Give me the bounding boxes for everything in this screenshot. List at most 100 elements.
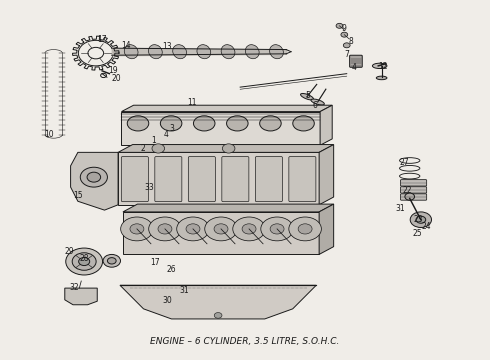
Circle shape [121,217,153,241]
Circle shape [270,224,284,234]
Text: 25: 25 [412,229,422,238]
FancyBboxPatch shape [122,157,148,202]
Polygon shape [71,152,118,210]
Text: 31: 31 [180,286,189,295]
Ellipse shape [270,45,283,59]
Circle shape [405,193,415,200]
Circle shape [72,253,96,270]
Text: 5: 5 [306,91,311,100]
Polygon shape [123,212,319,255]
Polygon shape [122,112,320,145]
Ellipse shape [172,45,187,59]
Circle shape [80,167,107,187]
Text: 2: 2 [141,144,146,153]
Circle shape [343,43,350,48]
Ellipse shape [300,94,314,100]
Circle shape [205,217,237,241]
Text: 22: 22 [403,186,412,195]
FancyBboxPatch shape [400,180,427,186]
FancyBboxPatch shape [222,157,249,202]
Circle shape [78,257,90,266]
Text: 14: 14 [122,41,131,50]
Ellipse shape [160,116,182,131]
Polygon shape [122,105,332,112]
FancyBboxPatch shape [350,55,362,67]
Circle shape [152,144,165,153]
Text: 26: 26 [167,265,176,274]
Polygon shape [118,145,334,152]
FancyBboxPatch shape [400,187,427,193]
Circle shape [107,258,116,264]
Polygon shape [65,288,97,305]
Text: 6: 6 [313,101,318,110]
Text: 32: 32 [70,283,79,292]
Ellipse shape [124,45,138,59]
Text: 15: 15 [73,192,83,201]
Ellipse shape [226,116,248,131]
Circle shape [130,224,144,234]
FancyBboxPatch shape [188,157,216,202]
Text: 12: 12 [378,62,388,71]
Polygon shape [123,204,334,212]
Text: 20: 20 [111,75,121,84]
Text: 4: 4 [164,130,169,139]
Ellipse shape [221,45,235,59]
Text: 1: 1 [151,136,156,145]
Text: 13: 13 [163,41,172,50]
Circle shape [148,217,181,241]
Ellipse shape [194,116,215,131]
Polygon shape [320,105,332,145]
Ellipse shape [148,45,162,59]
Circle shape [233,217,265,241]
Circle shape [103,255,121,267]
Text: 28: 28 [79,254,89,263]
Text: 23: 23 [414,215,423,224]
Ellipse shape [245,45,259,59]
Text: 7: 7 [344,50,349,59]
Circle shape [416,216,426,223]
Text: 24: 24 [422,221,432,230]
Text: 11: 11 [187,98,196,107]
Circle shape [186,224,200,234]
Circle shape [222,144,235,153]
Polygon shape [118,152,319,205]
Text: 33: 33 [145,183,154,192]
Polygon shape [319,145,334,205]
Text: 10: 10 [44,130,53,139]
Text: 27: 27 [399,158,409,167]
Polygon shape [120,285,316,319]
Text: 17: 17 [98,36,107,45]
Circle shape [66,248,102,275]
Circle shape [177,217,209,241]
FancyBboxPatch shape [155,157,182,202]
Text: 31: 31 [395,204,405,213]
Circle shape [242,224,256,234]
Circle shape [410,212,432,228]
Circle shape [261,217,294,241]
Ellipse shape [293,116,314,131]
Text: 8: 8 [348,37,353,46]
Circle shape [341,32,348,37]
Circle shape [87,172,100,182]
Circle shape [214,224,228,234]
Circle shape [214,312,222,318]
Text: 3: 3 [169,124,174,133]
Text: 29: 29 [65,247,74,256]
Text: ENGINE – 6 CYLINDER, 3.5 LITRE, S.O.H.C.: ENGINE – 6 CYLINDER, 3.5 LITRE, S.O.H.C. [150,337,340,346]
Ellipse shape [372,63,387,68]
Circle shape [158,224,172,234]
Circle shape [289,217,321,241]
Polygon shape [319,204,334,255]
Text: 17: 17 [150,258,160,267]
Text: 30: 30 [163,296,172,305]
Text: 4: 4 [351,63,356,72]
Ellipse shape [376,76,387,80]
Ellipse shape [197,45,211,59]
Ellipse shape [260,116,281,131]
Ellipse shape [127,116,149,131]
FancyBboxPatch shape [400,194,427,200]
Text: 9: 9 [342,24,347,33]
Ellipse shape [311,99,324,105]
Circle shape [298,224,312,234]
Circle shape [336,23,343,28]
